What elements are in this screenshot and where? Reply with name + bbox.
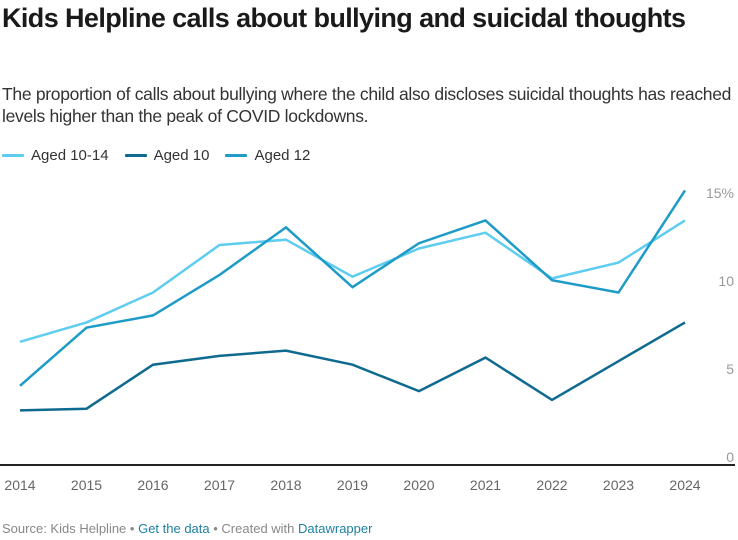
x-tick-label: 2024: [669, 477, 700, 493]
legend-label: Aged 10-14: [31, 147, 109, 164]
get-the-data-link[interactable]: Get the data: [138, 521, 210, 536]
source-text: Source: Kids Helpline: [2, 521, 127, 536]
legend-item-aged-10-14: Aged 10-14: [2, 147, 109, 164]
y-axis: 0 5 10 15%: [706, 185, 734, 465]
chart-title: Kids Helpline calls about bullying and s…: [2, 3, 686, 33]
legend-label: Aged 10: [153, 147, 210, 164]
y-tick-label: 10: [718, 273, 734, 289]
separator: •: [126, 521, 139, 536]
x-axis: 2014 2015 2016 2017 2018 2019 2020 2021 2022 2023…: [4, 477, 700, 493]
legend-label: Aged 12: [254, 147, 311, 164]
x-tick-label: 2015: [71, 477, 102, 493]
x-tick-label: 2020: [403, 477, 434, 493]
y-tick-label: 5: [726, 361, 734, 377]
series-line-aged-10-14: [19, 219, 686, 343]
x-tick-label: 2022: [536, 477, 567, 493]
x-tick-label: 2023: [603, 477, 634, 493]
chart-subtitle: The proportion of calls about bullying w…: [2, 84, 732, 126]
series-layer: [19, 189, 687, 412]
legend: Aged 10-14 Aged 10 Aged 12: [2, 147, 310, 164]
datawrapper-link[interactable]: Datawrapper: [298, 521, 373, 536]
legend-item-aged-12: Aged 12: [225, 147, 310, 164]
legend-item-aged-10: Aged 10: [124, 147, 210, 164]
y-tick-label: 0: [726, 449, 734, 465]
created-with-text: Created with: [221, 521, 299, 536]
x-tick-label: 2021: [470, 477, 501, 493]
series-line-aged-10: [19, 321, 686, 412]
y-tick-label: 15%: [706, 185, 734, 201]
series-line-aged-12: [19, 189, 687, 387]
x-tick-label: 2018: [270, 477, 301, 493]
x-tick-label: 2016: [137, 477, 168, 493]
x-tick-label: 2017: [204, 477, 235, 493]
legend-swatch-aged-10-14: [2, 154, 24, 157]
legend-swatch-aged-12: [225, 154, 248, 157]
x-tick-label: 2014: [4, 477, 35, 493]
separator: •: [209, 521, 222, 536]
footer: Source: Kids Helpline • Get the data • C…: [2, 521, 372, 536]
legend-swatch-aged-10: [124, 154, 147, 157]
line-chart: 0 5 10 15% 2014 2015 2016 2017 2018 2019 2020 2021…: [0, 185, 735, 493]
x-tick-label: 2019: [337, 477, 368, 493]
